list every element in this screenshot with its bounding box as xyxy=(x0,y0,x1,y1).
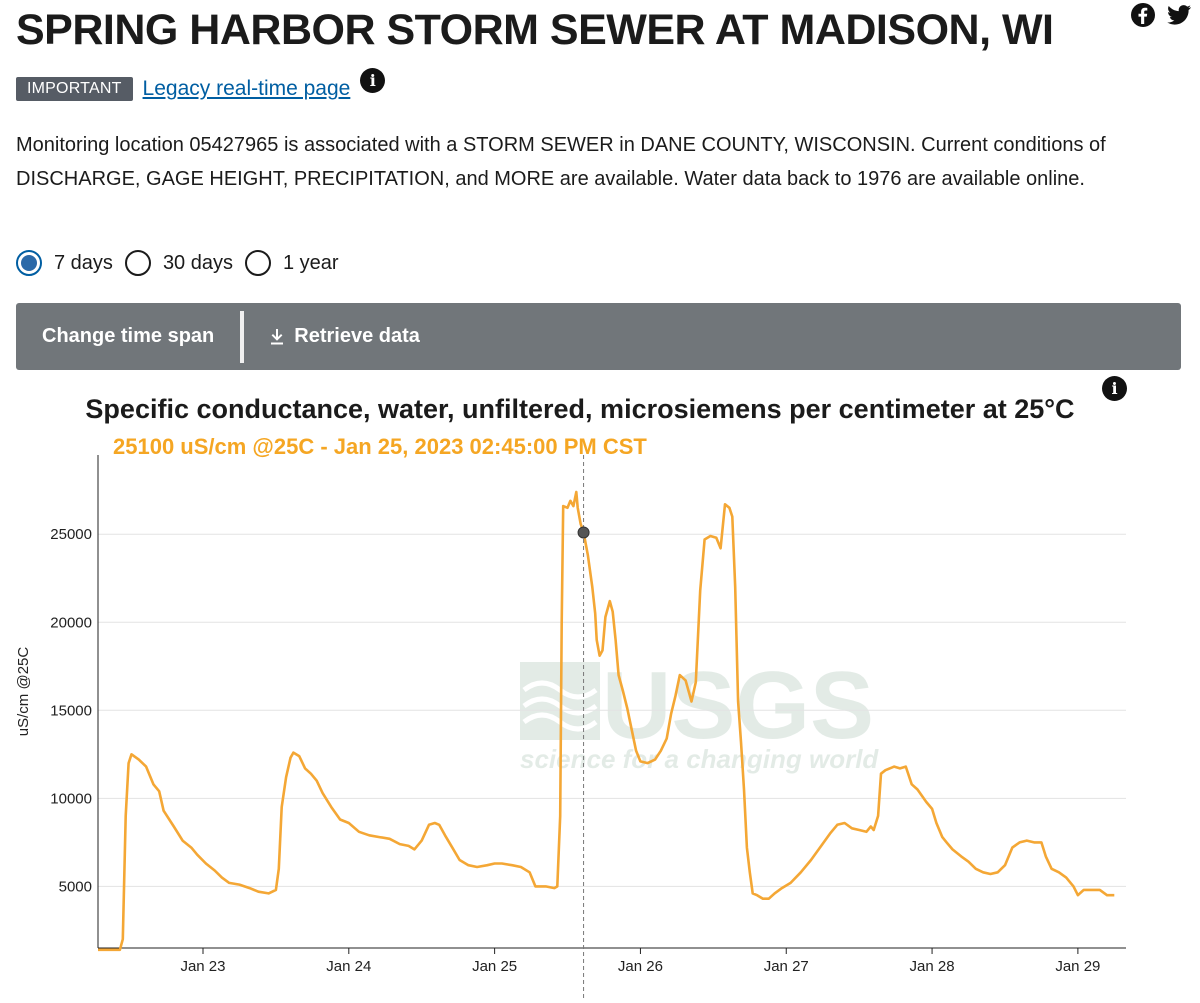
x-tick-label: Jan 29 xyxy=(1055,958,1100,975)
radio-label: 7 days xyxy=(54,251,113,274)
toolbar-divider xyxy=(240,310,245,363)
usgs-watermark: USGS science for a changing world xyxy=(520,652,879,774)
x-tick-label: Jan 27 xyxy=(764,958,809,975)
radio-30-days[interactable]: 30 days xyxy=(124,250,233,276)
facebook-icon[interactable] xyxy=(1130,2,1156,28)
retrieve-data-label: Retrieve data xyxy=(294,325,420,347)
change-time-span-button[interactable]: Change time span xyxy=(42,325,215,347)
chart-title: Specific conductance, water, unfiltered,… xyxy=(85,394,1075,424)
x-tick-label: Jan 25 xyxy=(472,958,517,975)
radio-label: 30 days xyxy=(162,251,233,274)
notice-row: IMPORTANT Legacy real-time page i xyxy=(16,67,386,101)
radio-label: 1 year xyxy=(283,251,339,274)
x-tick-label: Jan 28 xyxy=(910,958,955,975)
radio-circle[interactable] xyxy=(245,250,271,276)
radio-1-year[interactable]: 1 year xyxy=(245,250,339,276)
chart-info-icon[interactable]: i xyxy=(1102,376,1127,401)
usgs-tagline: science for a changing world xyxy=(520,744,879,774)
x-tick-label: Jan 26 xyxy=(618,958,663,975)
download-icon xyxy=(271,328,284,344)
hover-point[interactable] xyxy=(577,526,590,539)
radio-circle[interactable] xyxy=(124,250,151,276)
y-tick-label: 5000 xyxy=(59,878,92,895)
data-toolbar: Change time span Retrieve data xyxy=(16,303,1181,370)
series-line xyxy=(98,490,1115,952)
y-tick-label: 25000 xyxy=(50,526,92,543)
y-tick-label: 15000 xyxy=(50,702,92,719)
important-badge: IMPORTANT xyxy=(16,77,133,101)
page-title: SPRING HARBOR STORM SEWER AT MADISON, WI xyxy=(16,6,1054,54)
twitter-icon[interactable] xyxy=(1166,2,1192,28)
x-tick-label: Jan 24 xyxy=(326,958,371,975)
y-tick-label: 20000 xyxy=(50,614,92,631)
info-icon[interactable]: i xyxy=(360,67,386,93)
y-axis-label: uS/cm @25C xyxy=(15,647,32,737)
y-tick-label: 10000 xyxy=(50,790,92,807)
x-tick-label: Jan 23 xyxy=(180,958,225,975)
radio-circle[interactable] xyxy=(16,250,42,276)
timespan-radio-group: 7 days 30 days 1 year xyxy=(16,250,343,276)
site-description: Monitoring location 05427965 is associat… xyxy=(16,134,1106,190)
hover-tooltip-readout: 25100 uS/cm @25C - Jan 25, 2023 02:45:00… xyxy=(113,434,647,459)
radio-7-days[interactable]: 7 days xyxy=(16,250,113,276)
legacy-realtime-link[interactable]: Legacy real-time page xyxy=(142,77,351,100)
social-links xyxy=(1130,2,1192,28)
conductance-chart[interactable]: USGS science for a changing world 5000 10… xyxy=(0,450,1200,1003)
retrieve-data-button[interactable]: Retrieve data xyxy=(244,303,446,370)
